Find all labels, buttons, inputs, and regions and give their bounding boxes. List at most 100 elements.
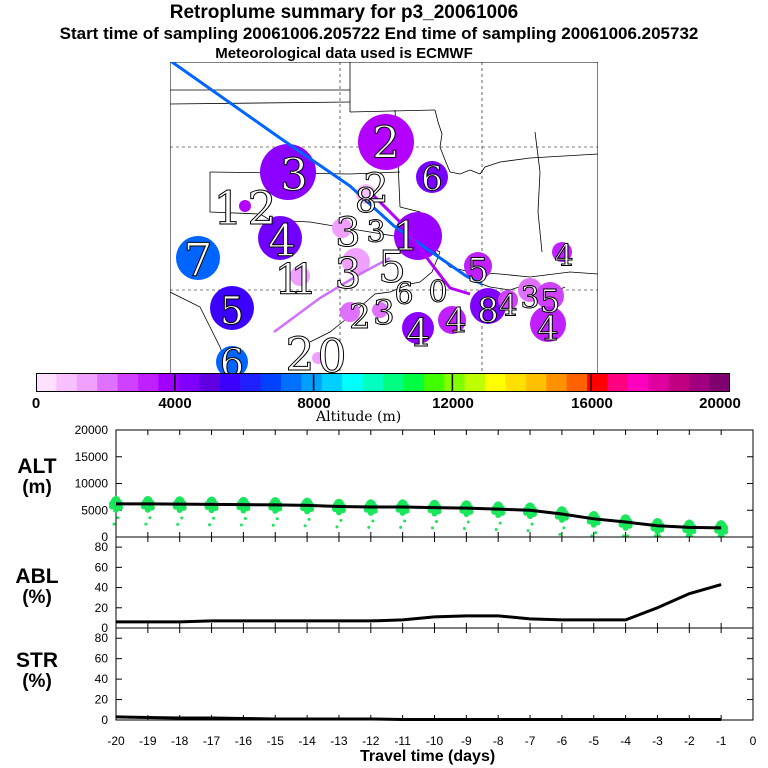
plume-circle — [340, 302, 360, 322]
plume-circle — [239, 200, 251, 212]
alt-point — [208, 523, 212, 527]
colorbar-segment — [97, 373, 119, 392]
colorbar-segment — [648, 373, 670, 392]
colorbar-tick: 16000 — [571, 395, 613, 412]
alt-label: ALT (m) — [6, 455, 68, 499]
plume-circle — [438, 306, 466, 334]
plume-circle — [416, 161, 448, 193]
colorbar-segment — [546, 373, 568, 392]
colorbar-segment — [321, 373, 343, 392]
colorbar-segment — [117, 373, 139, 392]
alt-point — [527, 502, 534, 509]
alt-label-unit: (m) — [22, 477, 52, 499]
alt-point — [239, 523, 243, 527]
chart-title: Retroplume summary for p3_20061006 — [169, 2, 519, 23]
colorbar-segment — [240, 373, 262, 392]
colorbar-segment — [525, 373, 547, 392]
sampling-time: Start time of sampling 20061006.205722 E… — [59, 24, 699, 43]
y-tick-label: 60 — [95, 652, 109, 666]
alt-point — [271, 523, 275, 527]
alt-point — [586, 518, 593, 525]
plume-number: 4 — [268, 216, 296, 267]
alt-point — [431, 526, 434, 530]
plume-number: 3 — [373, 293, 395, 333]
alt-point — [686, 519, 693, 526]
alt-point — [367, 509, 374, 516]
plume-number: 0 — [317, 329, 346, 374]
plume-circle — [216, 346, 248, 374]
str-label-title: STR — [16, 649, 58, 672]
plume-circle — [260, 144, 316, 200]
plume-number: 5 — [378, 242, 406, 293]
alt-point — [562, 526, 566, 530]
plume-number: 1 — [393, 214, 418, 260]
alt-point — [335, 525, 339, 529]
x-tick-label: -2 — [684, 734, 695, 748]
colorbar-segment — [199, 373, 221, 392]
colorbar-segment — [464, 373, 486, 392]
plume-circle — [342, 248, 370, 276]
alt-point — [466, 520, 470, 524]
plume-circle — [356, 184, 376, 204]
alt-point — [144, 496, 151, 503]
plume-circle — [258, 216, 302, 260]
plume-number: 3 — [335, 210, 360, 256]
alt-point — [594, 531, 598, 535]
colorbar-segment — [76, 373, 98, 392]
y-tick-label: 80 — [95, 540, 109, 554]
alt-point — [558, 516, 565, 523]
alt-point — [116, 516, 120, 520]
alt-point — [303, 524, 307, 528]
str-label: STR (%) — [6, 649, 68, 693]
plume-number: 5 — [467, 251, 489, 291]
alt-point — [208, 496, 215, 503]
plume-number: 6 — [394, 277, 413, 312]
x-tick-label: 0 — [750, 734, 757, 748]
alt-point — [144, 506, 151, 513]
alt-point — [148, 516, 152, 520]
colorbar-tick: 12000 — [432, 395, 474, 412]
alt-point — [498, 521, 502, 525]
alt-point — [109, 503, 115, 510]
str-label-unit: (%) — [22, 671, 52, 693]
y-tick-label: 0 — [101, 530, 108, 544]
plume-number: 4 — [498, 289, 517, 324]
plume-number: 3 — [366, 215, 385, 250]
alt-point — [240, 496, 247, 503]
plume-number: 3 — [335, 249, 362, 298]
colorbar-segment — [138, 373, 159, 392]
x-tick-label: -8 — [493, 734, 504, 748]
alt-point — [208, 507, 215, 514]
plume-circle — [402, 312, 434, 344]
alt-point — [176, 496, 183, 503]
colorbar-segment — [403, 373, 425, 392]
colorbar-segment — [485, 373, 506, 392]
alt-point — [527, 513, 534, 520]
alt-point — [399, 525, 403, 529]
panel-frame — [115, 536, 754, 629]
colorbar-segment — [444, 373, 466, 392]
plume-circle — [290, 266, 310, 286]
plume-number: 2 — [363, 166, 388, 212]
trajectory-line-3 — [273, 256, 391, 334]
x-tick-label: -12 — [362, 734, 380, 748]
alt-point — [176, 522, 180, 526]
x-tick-label: -10 — [426, 734, 444, 748]
alt-point — [654, 528, 661, 535]
alt-label-title: ALT — [17, 455, 57, 478]
alt-point — [431, 510, 438, 517]
plume-number: 4 — [554, 239, 573, 274]
y-tick-label: 0 — [101, 713, 108, 727]
colorbar-tick: 20000 — [699, 395, 741, 412]
colorbar-segment — [607, 373, 629, 392]
alt-point — [367, 525, 371, 529]
alt-point — [435, 519, 438, 523]
alt-point — [622, 514, 629, 521]
y-tick-label: 80 — [95, 631, 109, 645]
altitude-colorbar — [36, 373, 730, 392]
plume-circle — [530, 306, 566, 342]
plume-number: 6 — [220, 341, 244, 374]
alt-point — [530, 522, 534, 526]
abl-label: ABL (%) — [6, 565, 68, 608]
plume-number: 7 — [183, 233, 212, 287]
